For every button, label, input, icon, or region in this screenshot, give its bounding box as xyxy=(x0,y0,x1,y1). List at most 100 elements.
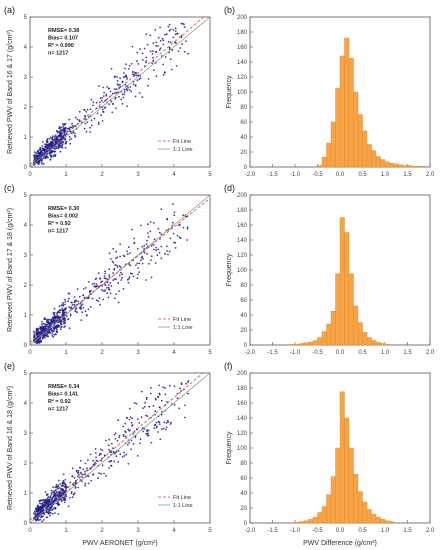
scatter-point xyxy=(52,318,55,321)
histogram-bar xyxy=(303,520,309,524)
scatter-point xyxy=(49,495,52,497)
scatter-point xyxy=(115,293,117,296)
scatter-point xyxy=(103,454,106,457)
scatter-point xyxy=(172,36,175,39)
scatter-point xyxy=(103,472,105,475)
scatter-point xyxy=(127,428,130,431)
scatter-point xyxy=(55,313,58,315)
scatter-point xyxy=(127,246,130,249)
scatter-point xyxy=(146,43,149,46)
scatter-point xyxy=(71,475,74,478)
scatter-point xyxy=(91,283,94,285)
scatter-point xyxy=(136,51,139,54)
scatter-point xyxy=(49,496,51,499)
scatter-point xyxy=(67,505,70,508)
scatter-point xyxy=(54,155,57,158)
scatter-point xyxy=(164,33,167,36)
scatter-point xyxy=(169,28,172,31)
legend-fit-label: Fit Line xyxy=(173,495,191,501)
scatter-point xyxy=(162,427,165,430)
scatter-point xyxy=(99,101,101,104)
scatter-point xyxy=(154,29,157,31)
scatter-point xyxy=(84,122,87,125)
scatter-point xyxy=(40,499,43,501)
scatter-point xyxy=(61,492,64,495)
scatter-point xyxy=(123,455,126,457)
y-tick-label: 1 xyxy=(24,135,28,141)
x-tick-label: -2.0 xyxy=(245,528,256,534)
scatter-point xyxy=(62,130,65,133)
scatter-point xyxy=(65,311,67,314)
scatter-point xyxy=(121,273,124,276)
scatter-point xyxy=(131,45,134,48)
scatter-point xyxy=(180,382,183,384)
scatter-point xyxy=(97,300,100,302)
scatter-point xyxy=(50,498,52,501)
histogram-bar xyxy=(317,512,323,524)
scatter-point xyxy=(57,130,60,133)
scatter-point xyxy=(155,249,158,252)
histogram-bar xyxy=(389,163,395,168)
histogram-bar xyxy=(366,509,372,524)
scatter-point xyxy=(51,512,54,515)
histogram-bar xyxy=(339,55,345,168)
scatter-point xyxy=(94,278,97,281)
scatter-point xyxy=(119,453,122,456)
scatter-point xyxy=(131,228,133,231)
scatter-point xyxy=(33,336,35,338)
scatter-point xyxy=(92,101,95,104)
stats-text: n= 1217 xyxy=(48,407,68,413)
scatter-point xyxy=(130,62,133,65)
scatter-point xyxy=(48,318,51,321)
histogram-bar xyxy=(294,344,300,346)
scatter-point xyxy=(128,263,131,266)
scatter-point xyxy=(186,227,189,230)
scatter-point xyxy=(176,32,179,35)
scatter-point xyxy=(113,268,116,271)
scatter-point xyxy=(64,123,67,125)
histogram-bar xyxy=(299,343,305,346)
scatter-point xyxy=(158,251,161,254)
scatter-point xyxy=(107,296,110,299)
scatter-point xyxy=(105,278,108,280)
y-tick-label: 5 xyxy=(24,371,28,377)
histogram-bar xyxy=(317,337,323,346)
scatter-point xyxy=(47,329,50,332)
scatter-point xyxy=(95,283,98,285)
scatter-point xyxy=(90,289,92,292)
scatter-point xyxy=(178,407,181,410)
scatter-point xyxy=(102,298,105,301)
scatter-point xyxy=(79,308,82,310)
scatter-point xyxy=(149,50,152,53)
scatter-point xyxy=(148,405,151,408)
scatter-point xyxy=(92,459,94,462)
x-tick-label: -0.5 xyxy=(312,528,323,534)
histogram-bar xyxy=(317,165,323,168)
scatter-point xyxy=(170,68,173,71)
scatter-point xyxy=(137,63,140,65)
scatter-point xyxy=(147,232,149,235)
scatter-point xyxy=(39,155,42,158)
scatter-point xyxy=(160,413,163,416)
y-tick-label: 3 xyxy=(24,75,28,81)
scatter-xlabel: PWV AERONET (g/cm²) xyxy=(82,540,157,547)
scatter-point xyxy=(149,221,152,223)
scatter-point xyxy=(158,231,161,234)
scatter-point xyxy=(157,248,160,251)
scatter-point xyxy=(54,134,57,136)
scatter-point xyxy=(152,42,155,44)
histogram-xlabel: PWV Difference (g/cm²) xyxy=(303,540,377,547)
scatter-point xyxy=(33,510,36,512)
scatter-point xyxy=(121,276,123,279)
scatter-point xyxy=(55,493,57,495)
scatter-point xyxy=(95,459,98,462)
scatter-point xyxy=(55,135,58,138)
scatter-point xyxy=(89,108,92,110)
scatter-point xyxy=(172,29,175,31)
scatter-point xyxy=(119,255,121,258)
scatter-point xyxy=(39,326,41,328)
scatter-point xyxy=(137,267,140,269)
scatter-point xyxy=(121,93,124,96)
stats-text: RMSE= 0.34 xyxy=(48,384,80,390)
scatter-point xyxy=(108,103,111,106)
